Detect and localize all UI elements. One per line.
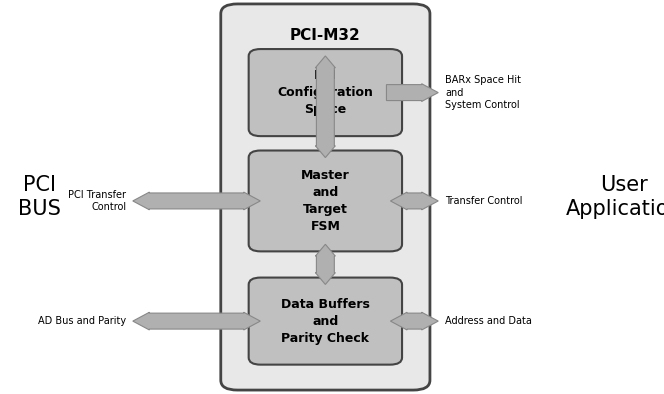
Text: PCI Transfer
Control: PCI Transfer Control: [68, 190, 126, 212]
Text: Transfer Control: Transfer Control: [445, 196, 523, 206]
Polygon shape: [390, 192, 438, 210]
FancyBboxPatch shape: [248, 277, 402, 365]
Polygon shape: [315, 56, 335, 158]
Text: AD Bus and Parity: AD Bus and Parity: [38, 316, 126, 326]
Text: Address and Data: Address and Data: [445, 316, 532, 326]
Text: Data Buffers
and
Parity Check: Data Buffers and Parity Check: [281, 297, 370, 345]
Text: PCI-M32: PCI-M32: [290, 28, 361, 43]
Text: PCI
BUS: PCI BUS: [19, 175, 61, 219]
FancyBboxPatch shape: [248, 49, 402, 136]
Polygon shape: [390, 312, 438, 330]
Polygon shape: [133, 312, 260, 330]
Polygon shape: [315, 244, 335, 284]
FancyBboxPatch shape: [248, 151, 402, 251]
Text: User
Application: User Application: [566, 175, 664, 219]
Text: PCI
Configuration
Space: PCI Configuration Space: [278, 69, 373, 116]
Text: BARx Space Hit
and
System Control: BARx Space Hit and System Control: [445, 75, 521, 110]
Polygon shape: [386, 84, 438, 102]
FancyBboxPatch shape: [220, 4, 430, 390]
Polygon shape: [133, 192, 260, 210]
Text: Master
and
Target
FSM: Master and Target FSM: [301, 169, 350, 233]
